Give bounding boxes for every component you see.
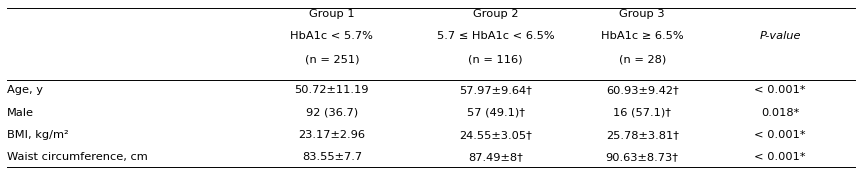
Text: 57.97±9.64†: 57.97±9.64† — [459, 85, 531, 95]
Text: 60.93±9.42†: 60.93±9.42† — [605, 85, 678, 95]
Text: Male: Male — [7, 108, 34, 118]
Text: (n = 28): (n = 28) — [618, 54, 665, 64]
Text: HbA1c < 5.7%: HbA1c < 5.7% — [290, 31, 373, 41]
Text: 24.55±3.05†: 24.55±3.05† — [459, 130, 531, 140]
Text: BMI, kg/m²: BMI, kg/m² — [7, 130, 68, 140]
Text: 5.7 ≤ HbA1c < 6.5%: 5.7 ≤ HbA1c < 6.5% — [437, 31, 554, 41]
Text: 23.17±2.96: 23.17±2.96 — [298, 130, 365, 140]
Text: 92 (36.7): 92 (36.7) — [306, 108, 357, 118]
Text: < 0.001*: < 0.001* — [753, 85, 805, 95]
Text: Group 2: Group 2 — [473, 9, 517, 19]
Text: 25.78±3.81†: 25.78±3.81† — [605, 130, 678, 140]
Text: (n = 251): (n = 251) — [304, 54, 359, 64]
Text: 87.49±8†: 87.49±8† — [468, 152, 523, 162]
Text: Group 3: Group 3 — [619, 9, 664, 19]
Text: Group 1: Group 1 — [309, 9, 354, 19]
Text: < 0.001*: < 0.001* — [753, 130, 805, 140]
Text: 90.63±8.73†: 90.63±8.73† — [605, 152, 678, 162]
Text: Waist circumference, cm: Waist circumference, cm — [7, 152, 147, 162]
Text: < 0.001*: < 0.001* — [753, 152, 805, 162]
Text: 83.55±7.7: 83.55±7.7 — [301, 152, 362, 162]
Text: (n = 116): (n = 116) — [468, 54, 523, 64]
Text: 16 (57.1)†: 16 (57.1)† — [612, 108, 671, 118]
Text: HbA1c ≥ 6.5%: HbA1c ≥ 6.5% — [600, 31, 683, 41]
Text: 57 (49.1)†: 57 (49.1)† — [466, 108, 524, 118]
Text: Age, y: Age, y — [7, 85, 43, 95]
Text: 50.72±11.19: 50.72±11.19 — [294, 85, 369, 95]
Text: P-value: P-value — [759, 31, 800, 41]
Text: 0.018*: 0.018* — [760, 108, 798, 118]
